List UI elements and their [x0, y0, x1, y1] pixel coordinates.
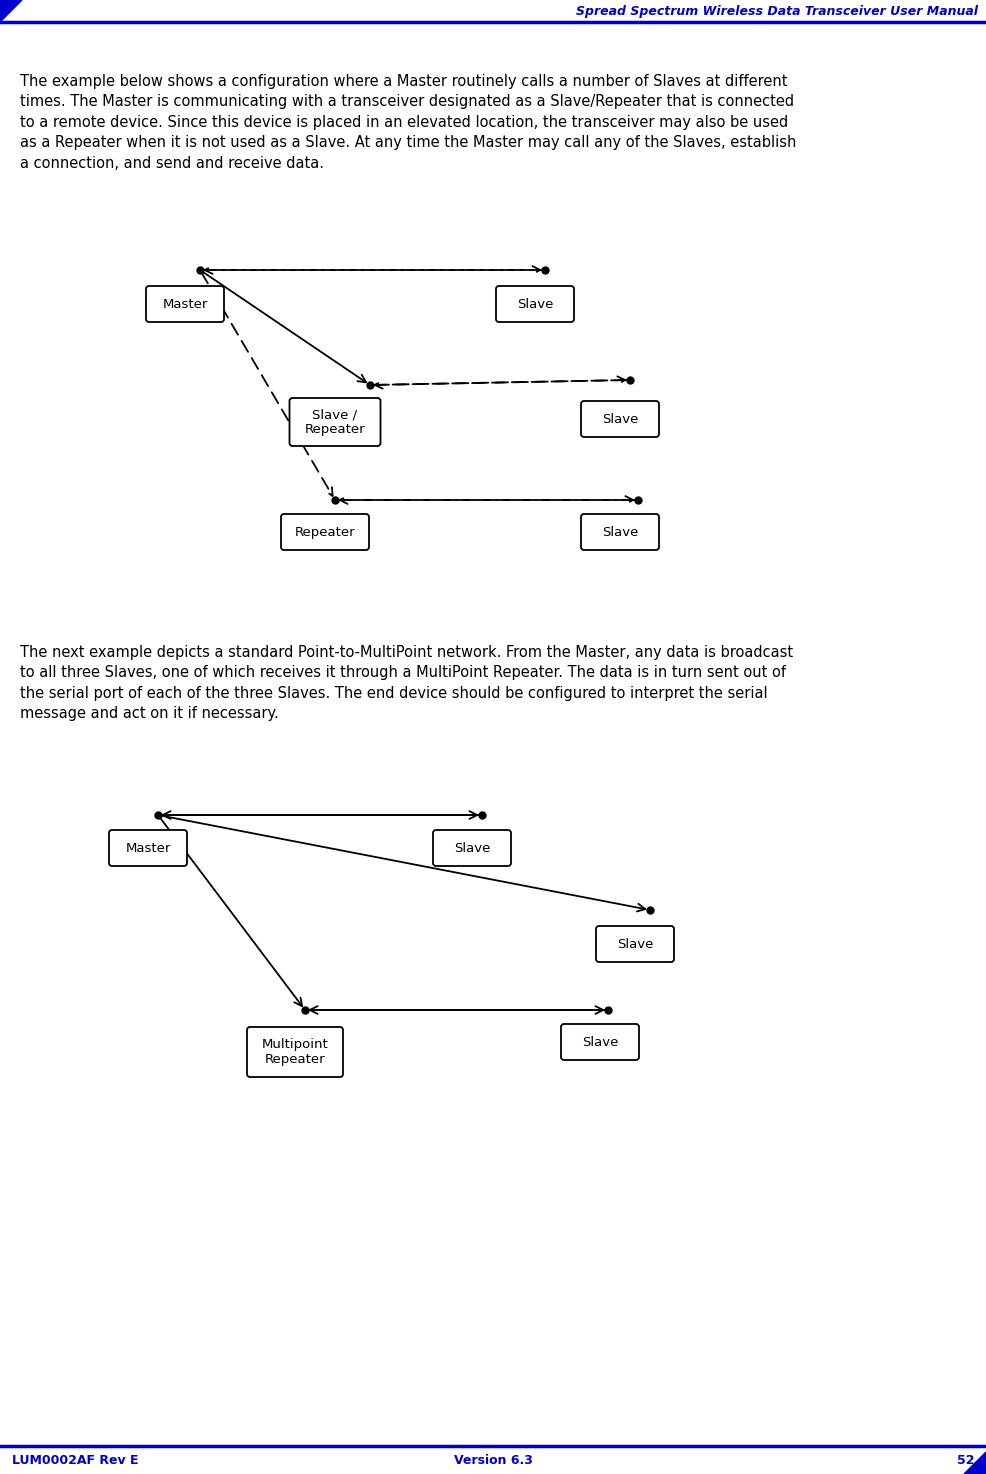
FancyBboxPatch shape — [247, 1027, 343, 1077]
Polygon shape — [0, 0, 22, 22]
Text: Slave: Slave — [601, 413, 638, 426]
Text: 52: 52 — [956, 1453, 974, 1467]
FancyBboxPatch shape — [146, 286, 224, 321]
Text: The next example depicts a standard Point-to-MultiPoint network. From the Master: The next example depicts a standard Poin… — [20, 646, 793, 721]
FancyBboxPatch shape — [496, 286, 574, 321]
Text: Master: Master — [125, 842, 171, 855]
Text: Repeater: Repeater — [295, 526, 355, 538]
Text: Version 6.3: Version 6.3 — [454, 1453, 532, 1467]
FancyBboxPatch shape — [109, 830, 187, 867]
Text: Spread Spectrum Wireless Data Transceiver User Manual: Spread Spectrum Wireless Data Transceive… — [576, 4, 978, 18]
Polygon shape — [964, 1452, 986, 1474]
Text: Multipoint
Repeater: Multipoint Repeater — [261, 1038, 328, 1066]
Text: Slave: Slave — [454, 842, 490, 855]
Text: Slave: Slave — [582, 1036, 618, 1048]
Text: Slave: Slave — [617, 937, 653, 951]
FancyBboxPatch shape — [281, 514, 369, 550]
FancyBboxPatch shape — [290, 398, 381, 447]
FancyBboxPatch shape — [581, 514, 659, 550]
Text: LUM0002AF Rev E: LUM0002AF Rev E — [12, 1453, 138, 1467]
Text: Slave /
Repeater: Slave / Repeater — [305, 408, 365, 436]
Text: Master: Master — [163, 298, 208, 311]
FancyBboxPatch shape — [581, 401, 659, 436]
Text: Slave: Slave — [517, 298, 553, 311]
FancyBboxPatch shape — [596, 926, 674, 963]
Text: Slave: Slave — [601, 526, 638, 538]
Text: The example below shows a configuration where a Master routinely calls a number : The example below shows a configuration … — [20, 74, 797, 171]
FancyBboxPatch shape — [433, 830, 511, 867]
FancyBboxPatch shape — [561, 1024, 639, 1060]
